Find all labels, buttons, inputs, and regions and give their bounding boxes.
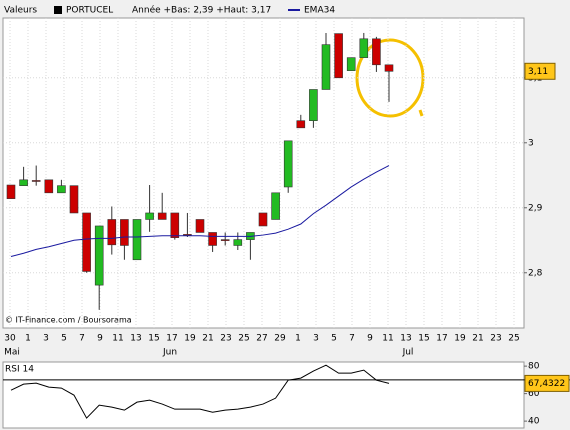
x-tick-label: 1 [295,334,301,344]
x-tick-label: 30 [4,334,16,344]
month-label: Jul [402,348,414,358]
x-tick-label: 3 [313,334,319,344]
candle-body [107,219,117,246]
candle-body [384,64,394,72]
candle-body [233,239,243,246]
legend-label: EMA34 [304,6,335,16]
x-tick-label: 11 [382,334,393,344]
candle-body [359,38,369,58]
x-tick-label: 17 [436,334,447,344]
y-tick-label: 3 [528,138,534,148]
source: Valeurs [4,6,37,16]
x-tick-label: 5 [331,334,337,344]
x-tick-label: 7 [349,334,355,344]
x-tick-label: 7 [79,334,85,344]
candle-body [170,212,180,238]
candle-body [321,44,331,90]
candle-body [220,239,230,241]
x-tick-label: 23 [220,334,231,344]
candle-body [19,179,28,186]
x-tick-label: 5 [61,334,67,344]
candle-body [132,219,142,261]
x-tick-label: 19 [184,334,196,344]
x-tick-label: 19 [454,334,466,344]
symbol-swatch [54,6,62,14]
last-value-label: 67,4322 [528,379,565,389]
x-tick-label: 25 [508,334,519,344]
x-tick-label: 13 [400,334,411,344]
x-tick-label: 21 [202,334,213,344]
x-tick-label: 21 [472,334,483,344]
candle-body [57,185,66,194]
last-value-label: 3,11 [528,67,548,77]
candle-body [195,219,205,233]
rsi-line [10,364,390,419]
candle-body [69,185,79,214]
x-tick-label: 25 [238,334,249,344]
y-tick-label: 2,8 [528,268,543,278]
highlight-tick [418,109,424,117]
rsi-area [2,361,525,429]
x-tick-label: 9 [97,334,103,344]
month-label: Mai [4,348,20,358]
candle-body [296,120,306,129]
plot-area [2,17,525,329]
month-label: Jun [162,348,177,358]
ema-line [10,165,390,257]
x-tick-label: 1 [25,334,31,344]
candle-body [44,179,54,194]
x-tick-label: 9 [367,334,373,344]
x-tick-label: 11 [112,334,123,344]
y-tick-label: 2,9 [528,203,543,213]
x-tick-label: 15 [148,334,159,344]
candle-body [94,225,104,286]
candle-body [346,57,356,71]
last-value-box [524,62,556,80]
subtitle: Année +Bas: 2,39 +Haut: 3,17 [132,5,271,16]
candle-body [271,192,280,220]
candle-body [120,219,129,246]
x-tick-label: 17 [166,334,177,344]
x-tick-label: 15 [418,334,429,344]
candle-body [372,38,381,66]
credit: © IT-Finance.com / Boursorama [5,316,132,325]
candle-body [258,212,268,227]
y-tick-label: 80 [528,362,540,372]
candle-body [31,180,41,182]
candle-body [157,212,167,220]
candle-body [208,232,217,246]
rsi-title: RSI 14 [5,365,34,375]
candle-body [283,140,293,188]
candle-body [334,33,343,79]
x-tick-label: 3 [43,334,49,344]
x-tick-label: 23 [490,334,501,344]
last-value-box [524,374,570,392]
y-tick-label: 40 [528,417,540,427]
candle-body [309,89,318,121]
symbol: PORTUCEL [66,6,113,16]
y-tick-label: 60 [528,389,540,399]
candle-body [82,212,91,272]
x-tick-label: 27 [256,334,267,344]
x-tick-label: 13 [130,334,141,344]
candle-body [6,184,16,199]
x-tick-label: 29 [274,334,286,344]
candle-body [145,212,154,220]
